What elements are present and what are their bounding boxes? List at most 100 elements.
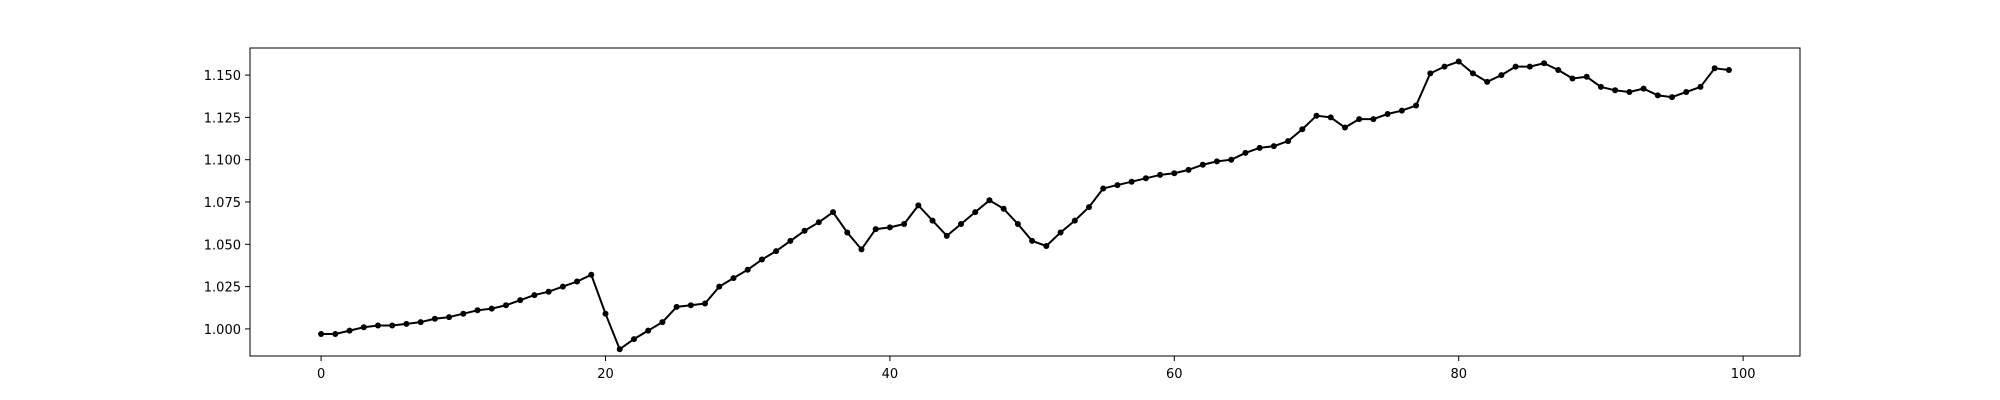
data-point [374, 322, 381, 329]
data-point [474, 307, 481, 314]
data-point [446, 314, 453, 321]
data-point [730, 275, 737, 282]
data-point [1640, 85, 1647, 92]
data-point [1014, 221, 1021, 227]
data-point [1171, 170, 1178, 177]
data-point [1398, 107, 1405, 114]
data-point [1626, 89, 1633, 95]
data-point [787, 237, 794, 244]
data-point [1157, 171, 1164, 178]
data-point [702, 300, 709, 307]
series-line [321, 60, 1730, 351]
data-point [1569, 75, 1576, 82]
data-point [1484, 78, 1491, 85]
y-tick-label: 1.125 [204, 111, 241, 126]
data-point [1299, 126, 1306, 133]
data-point [1213, 158, 1220, 165]
data-point [602, 310, 609, 317]
x-tick-label: 20 [597, 367, 614, 382]
data-point [830, 209, 837, 216]
data-point [1612, 87, 1619, 94]
data-point [1683, 89, 1690, 95]
data-point [1128, 178, 1135, 185]
y-tick-label: 1.000 [204, 323, 241, 338]
data-point [1654, 92, 1661, 99]
data-point [460, 310, 467, 317]
data-point [901, 221, 908, 227]
data-point [616, 346, 623, 353]
data-point [1057, 229, 1064, 236]
data-point [687, 302, 694, 309]
data-point [1029, 237, 1036, 244]
data-point [744, 266, 751, 273]
data-point [1228, 156, 1235, 163]
data-point [1597, 83, 1604, 90]
x-tick-label: 80 [1450, 367, 1467, 382]
data-point [517, 297, 524, 304]
data-point [1242, 149, 1249, 156]
data-point [1669, 94, 1676, 101]
data-point [645, 327, 652, 334]
data-point [1356, 116, 1363, 123]
data-point [943, 232, 950, 239]
data-point [801, 227, 808, 234]
data-point [1512, 63, 1519, 70]
x-tick-label: 40 [882, 367, 899, 382]
data-point [844, 229, 851, 236]
data-point [915, 202, 922, 209]
data-point [318, 331, 325, 337]
data-point [1711, 65, 1718, 72]
data-point [1142, 175, 1149, 182]
data-point [389, 322, 396, 329]
data-point [1469, 70, 1476, 77]
data-point [1341, 124, 1348, 131]
data-point [559, 283, 566, 290]
data-point [858, 246, 865, 253]
data-point [431, 315, 438, 322]
data-point [872, 226, 879, 233]
data-point [1441, 63, 1448, 70]
data-point [360, 324, 367, 331]
plot-frame [249, 47, 1801, 357]
data-point [1313, 112, 1320, 119]
data-point [332, 331, 339, 337]
data-point [1384, 111, 1391, 117]
data-point [1256, 144, 1263, 151]
data-point [1185, 166, 1192, 173]
y-tick-label: 1.050 [204, 238, 241, 253]
data-point [758, 256, 765, 263]
data-point [1071, 217, 1078, 224]
data-point [673, 303, 680, 310]
data-point [1583, 73, 1590, 80]
data-point [630, 336, 637, 343]
x-axis: 0 20 40 60 80 100 [317, 356, 1756, 382]
data-point [1043, 243, 1050, 249]
x-tick-label: 0 [317, 367, 325, 382]
x-tick-label: 60 [1166, 367, 1183, 382]
data-point [502, 302, 509, 309]
x-tick-label: 100 [1731, 367, 1756, 382]
data-point [1100, 185, 1107, 192]
data-point [545, 288, 552, 295]
data-point [815, 219, 822, 226]
data-point [1455, 58, 1462, 65]
data-point [488, 305, 495, 312]
data-point [1555, 67, 1562, 73]
y-axis: 1.000 1.025 1.050 1.075 1.100 1.125 1.150 [204, 69, 250, 338]
data-point [1327, 114, 1334, 121]
data-point [574, 278, 581, 285]
data-point [1285, 138, 1292, 145]
data-point [1526, 63, 1533, 70]
data-point [417, 319, 424, 326]
y-tick-label: 1.100 [204, 154, 241, 169]
data-point [403, 320, 410, 327]
y-tick-label: 1.025 [204, 281, 241, 296]
data-point [986, 197, 993, 204]
data-point [531, 292, 538, 299]
data-point [1427, 70, 1434, 77]
data-point [1498, 72, 1505, 79]
y-tick-label: 1.150 [204, 69, 241, 84]
y-tick-label: 1.075 [204, 196, 241, 211]
